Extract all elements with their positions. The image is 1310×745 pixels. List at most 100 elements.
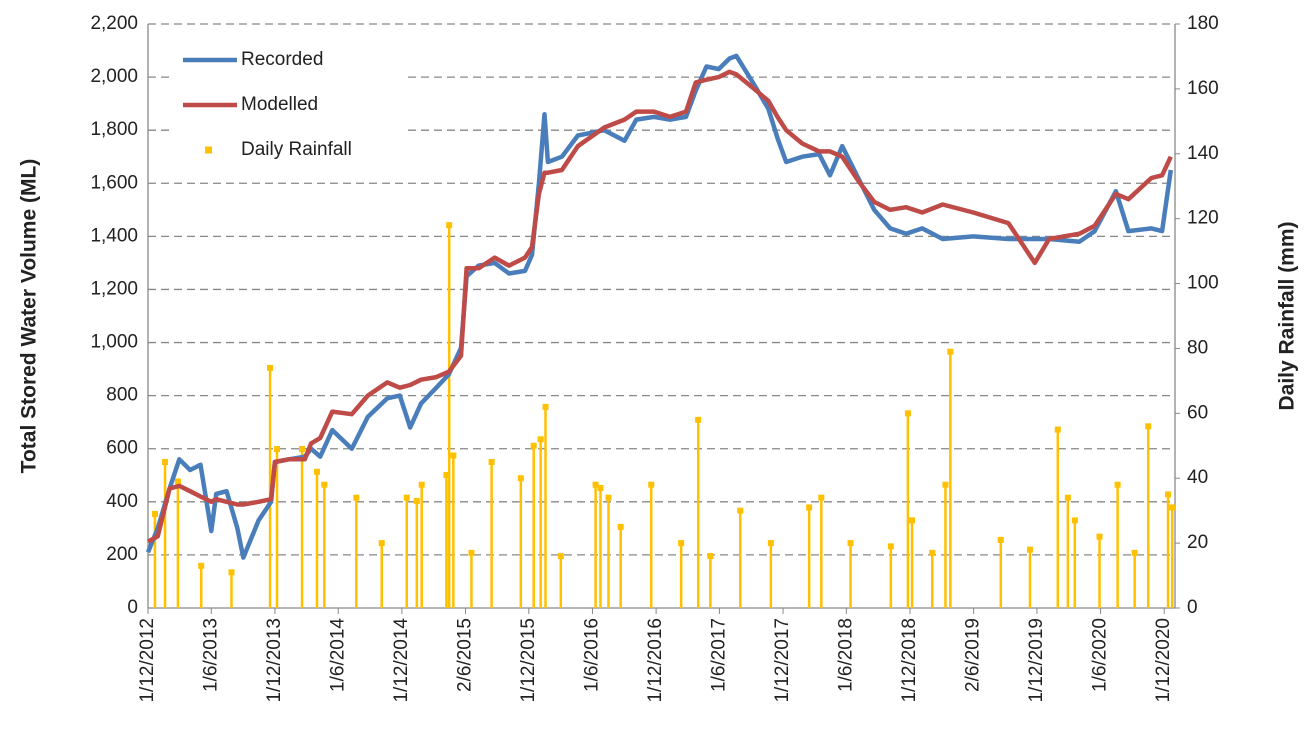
rainfall-marker	[413, 497, 420, 504]
series-line	[146, 69, 1173, 544]
rainfall-marker	[530, 442, 537, 449]
rainfall-marker	[707, 553, 714, 560]
rainfall-marker	[806, 504, 813, 511]
rainfall-marker	[537, 436, 544, 443]
rainfall-marker	[378, 540, 385, 547]
y2-tick-label: 180	[1187, 13, 1219, 34]
x-tick-label: 1/12/2016	[645, 618, 666, 703]
x-tick-label: 1/12/2018	[899, 618, 920, 703]
rainfall-marker	[997, 536, 1004, 543]
x-tick-label: 1/12/2015	[518, 618, 539, 703]
y2-tick-label: 100	[1187, 273, 1219, 294]
rainfall-marker	[321, 481, 328, 488]
y2-tick-label: 0	[1187, 597, 1198, 618]
x-tick-label: 1/12/2014	[391, 618, 412, 703]
rainfall-marker	[648, 481, 655, 488]
rainfall-marker	[942, 481, 949, 488]
y-tick-label: 400	[106, 491, 138, 512]
rainfall-marker	[605, 494, 612, 501]
rainfall-marker	[443, 471, 450, 478]
rainfall-marker	[1054, 426, 1061, 433]
y-tick-label: 1,000	[90, 332, 138, 353]
rainfall-marker	[617, 523, 624, 530]
rainfall-marker	[929, 549, 936, 556]
y2-axis-title: Daily Rainfall (mm)	[1276, 221, 1299, 410]
rainfall-marker	[198, 562, 205, 569]
rainfall-marker	[847, 540, 854, 547]
x-tick-label: 1/6/2017	[708, 618, 729, 692]
y2-tick-label: 20	[1187, 532, 1208, 553]
rainfall-marker	[488, 459, 495, 465]
rainfall-marker	[1026, 546, 1033, 553]
rainfall-marker	[737, 507, 744, 514]
x-tick-label: 1/6/2013	[200, 618, 221, 692]
rainfall-marker	[695, 416, 702, 423]
rainfall-marker	[909, 517, 916, 524]
rainfall-marker	[597, 484, 604, 491]
y-tick-label: 1,800	[90, 119, 138, 140]
rainfall-marker	[299, 446, 306, 453]
y2-tick-label: 140	[1187, 143, 1219, 164]
rainfall-marker	[353, 494, 360, 501]
x-tick-label: 2/6/2019	[963, 618, 984, 692]
legend-label: Modelled	[241, 94, 318, 115]
rainfall-marker	[542, 403, 549, 410]
y2-tick-label: 40	[1187, 467, 1208, 488]
rainfall-marker	[557, 553, 564, 560]
y2-tick-label: 120	[1187, 208, 1219, 229]
rainfall-marker	[1071, 517, 1078, 524]
x-tick-label: 1/6/2014	[327, 618, 348, 692]
rainfall-marker	[418, 481, 425, 488]
rainfall-marker	[450, 452, 457, 459]
y-tick-label: 1,200	[90, 278, 138, 299]
rainfall-marker	[151, 510, 158, 517]
rainfall-marker	[274, 446, 281, 453]
rainfall-marker	[904, 410, 911, 417]
y-tick-label: 800	[106, 385, 138, 406]
rainfall-marker	[592, 481, 599, 488]
legend-label: Recorded	[241, 49, 323, 70]
rainfall-marker	[1169, 504, 1176, 511]
rainfall-marker	[228, 569, 235, 576]
x-tick-label: 1/6/2020	[1090, 618, 1111, 692]
rainfall-marker	[1145, 423, 1152, 430]
x-tick-label: 1/12/2012	[137, 618, 158, 703]
rainfall-marker	[446, 222, 453, 229]
x-tick-label: 2/6/2015	[455, 618, 476, 692]
legend-label: Daily Rainfall	[241, 139, 352, 160]
x-tick-label: 1/12/2013	[264, 618, 285, 703]
y-tick-label: 2,200	[90, 13, 138, 34]
x-tick-label: 1/6/2018	[835, 618, 856, 692]
rainfall-marker	[678, 540, 685, 547]
y2-tick-label: 60	[1187, 402, 1208, 423]
x-tick-label: 1/12/2020	[1153, 618, 1174, 703]
rainfall-marker	[403, 494, 410, 501]
rainfall-marker	[1096, 533, 1103, 540]
x-tick-label: 1/12/2019	[1026, 618, 1047, 703]
y-tick-label: 200	[106, 544, 138, 565]
x-tick-label: 1/6/2016	[581, 618, 602, 692]
legend-marker	[205, 146, 212, 154]
y-axis-title: Total Stored Water Volume (ML)	[18, 159, 41, 474]
rainfall-marker	[468, 549, 475, 556]
rainfall-marker	[1114, 481, 1121, 488]
rainfall-marker	[887, 543, 894, 550]
y2-tick-label: 160	[1187, 78, 1219, 99]
rainfall-marker	[162, 459, 169, 465]
rainfall-marker	[1165, 491, 1172, 498]
rainfall-marker	[174, 478, 181, 485]
y-tick-label: 0	[127, 597, 138, 618]
rainfall-marker	[1131, 549, 1138, 556]
y-tick-label: 600	[106, 438, 138, 459]
y-tick-label: 1,600	[90, 172, 138, 193]
rainfall-marker	[1064, 494, 1071, 501]
rainfall-marker	[517, 475, 524, 482]
rainfall-marker	[767, 540, 774, 547]
y2-tick-label: 80	[1187, 337, 1208, 358]
rainfall-marker	[267, 364, 274, 371]
x-tick-label: 1/12/2017	[772, 618, 793, 703]
y-tick-label: 1,400	[90, 225, 138, 246]
y-tick-label: 2,000	[90, 66, 138, 87]
rainfall-marker	[947, 348, 954, 355]
